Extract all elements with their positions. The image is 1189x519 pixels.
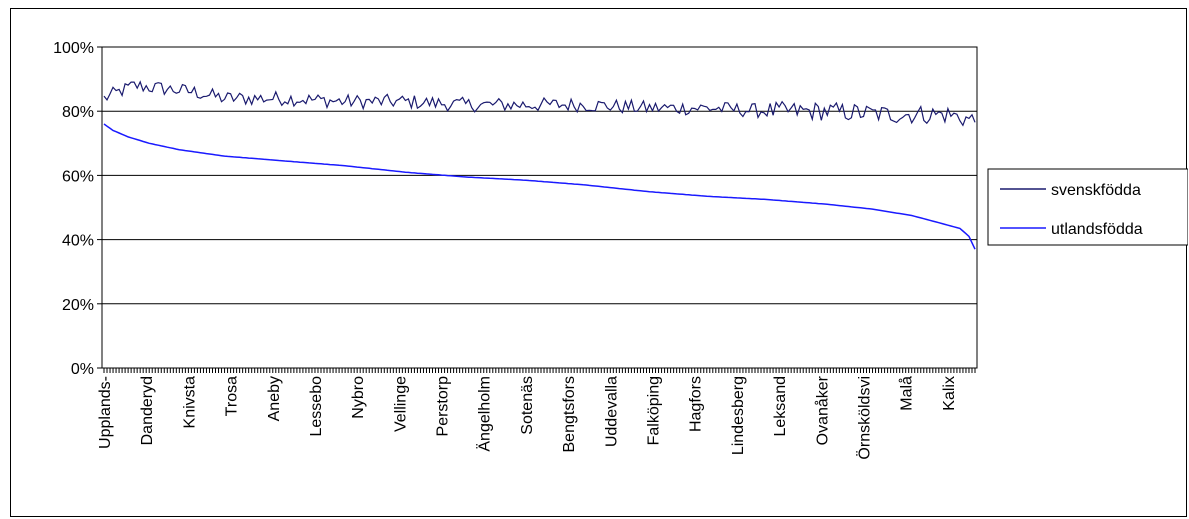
x-tick-label: Kalix [941, 376, 958, 411]
legend: svenskfödda utlandsfödda [987, 168, 1188, 246]
x-tick-label: Lessebo [308, 376, 325, 437]
plot-area [101, 46, 978, 369]
x-tick-label: Bengtsfors [561, 376, 578, 452]
x-tick-label: Knivsta [181, 376, 198, 429]
x-tick-label: Hagfors [688, 376, 705, 432]
x-tick-label: Danderyd [139, 376, 156, 445]
legend-label-utlandsfodda: utlandsfödda [1051, 221, 1143, 238]
x-tick-label: Vellinge [392, 376, 409, 432]
legend-label-svenskfodda: svenskfödda [1051, 182, 1141, 199]
y-tick-label: 60% [62, 168, 94, 185]
y-tick-label: 40% [62, 233, 94, 250]
x-tick-label: Upplands- [97, 376, 114, 449]
x-tick-label: Aneby [266, 376, 283, 421]
x-tick-label: Sotenäs [519, 376, 536, 435]
series-layer [103, 80, 976, 250]
x-tick-label: Falköping [646, 376, 663, 445]
y-tick-label: 100% [53, 40, 94, 57]
y-tick-label: 80% [62, 104, 94, 121]
x-tick-label: Örnsköldsvi [855, 376, 873, 460]
x-tick-label: Lindesberg [730, 376, 747, 455]
x-tick-label: Leksand [772, 376, 789, 437]
series-line-utlandsfodda [103, 123, 976, 250]
gridlines [102, 46, 977, 305]
x-tick-label: Nybro [350, 376, 367, 419]
y-tick-label: 20% [62, 297, 94, 314]
chart-frame: 0% 20% 40% 60% 80% 100% Upplands- Danderyd Kniv… [10, 8, 1188, 517]
line-chart: 0% 20% 40% 60% 80% 100% Upplands- Danderyd Kniv… [53, 40, 1188, 460]
x-tick-label: Trosa [224, 376, 241, 416]
y-tick-label: 0% [71, 361, 94, 378]
x-tick-label: Ängelholm [476, 376, 494, 452]
x-tick-label: Perstorp [435, 376, 452, 437]
x-tick-label: Uddevalla [603, 376, 620, 447]
series-line-svenskfodda [103, 80, 976, 127]
x-tick-label: Malå [898, 376, 916, 411]
x-tick-label: Ovanåker [813, 375, 831, 445]
x-axis: Upplands- Danderyd Knivsta Trosa Aneby Lesseb… [97, 368, 976, 460]
y-axis: 0% 20% 40% 60% 80% 100% [53, 40, 102, 378]
plot-border [101, 46, 978, 369]
